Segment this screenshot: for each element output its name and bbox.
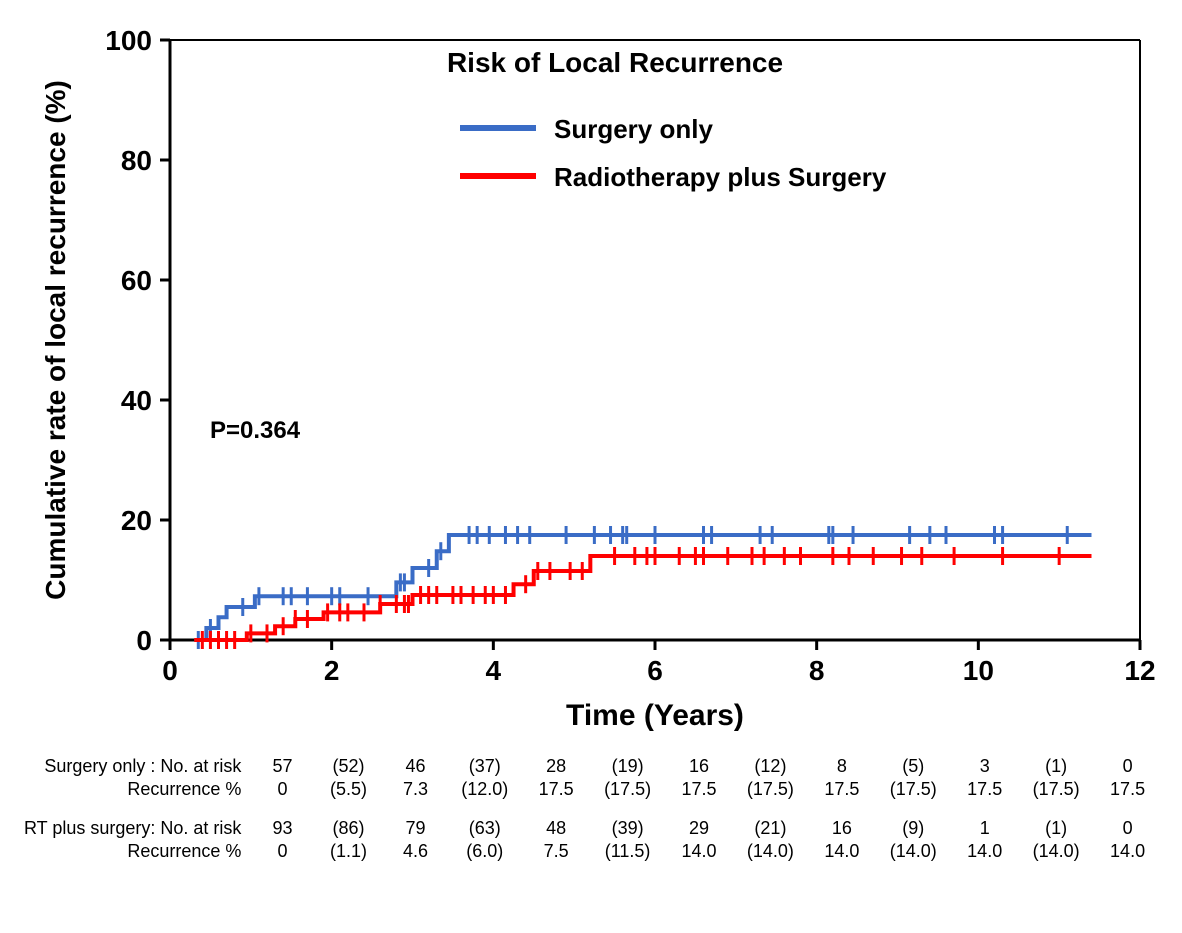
chart-title: Risk of Local Recurrence	[447, 47, 783, 78]
svg-text:6: 6	[647, 655, 663, 686]
risk-cell: (17.5)	[591, 778, 665, 801]
risk-cell: (14.0)	[876, 840, 950, 863]
risk-cell: (39)	[591, 817, 665, 840]
risk-table: Surgery only : No. at risk57(52)46(37)28…	[20, 755, 1162, 863]
legend-label: Surgery only	[554, 114, 713, 144]
risk-cell: (14.0)	[1019, 840, 1093, 863]
risk-cell: 7.3	[383, 778, 447, 801]
risk-cell: 4.6	[383, 840, 447, 863]
km-chart-svg: 0 2 4 6 8 10 12 Time (Years) 0 20 40 60 80 100 Cumulat…	[20, 20, 1162, 740]
risk-cell: 8	[807, 755, 876, 778]
risk-cell: 57	[251, 755, 313, 778]
risk-cell: (12)	[733, 755, 807, 778]
svg-text:8: 8	[809, 655, 825, 686]
risk-cell: (21)	[733, 817, 807, 840]
risk-cell: 46	[383, 755, 447, 778]
svg-text:20: 20	[121, 505, 152, 536]
svg-text:100: 100	[105, 25, 152, 56]
risk-row-label: Surgery only : No. at risk	[20, 755, 251, 778]
risk-cell: (12.0)	[448, 778, 522, 801]
svg-text:80: 80	[121, 145, 152, 176]
svg-text:0: 0	[162, 655, 178, 686]
risk-cell: 17.5	[665, 778, 734, 801]
risk-cell: 0	[251, 840, 313, 863]
risk-cell: 14.0	[1093, 840, 1162, 863]
risk-cell: (1)	[1019, 817, 1093, 840]
risk-cell: (1.1)	[314, 840, 384, 863]
svg-text:4: 4	[486, 655, 502, 686]
risk-cell: 0	[1093, 755, 1162, 778]
risk-cell: 17.5	[950, 778, 1019, 801]
risk-cell: (17.5)	[1019, 778, 1093, 801]
x-axis-label: Time (Years)	[566, 699, 744, 732]
risk-cell: 17.5	[807, 778, 876, 801]
risk-cell: 79	[383, 817, 447, 840]
risk-cell: 14.0	[807, 840, 876, 863]
risk-row-label: RT plus surgery: No. at risk	[20, 817, 251, 840]
risk-cell: 0	[1093, 817, 1162, 840]
risk-cell: (6.0)	[448, 840, 522, 863]
km-chart-wrapper: 024681012Time (Years)020406080100Cumulat…	[20, 20, 1162, 863]
risk-cell: 7.5	[522, 840, 591, 863]
risk-cell: (86)	[314, 817, 384, 840]
risk-cell: 93	[251, 817, 313, 840]
risk-row-label: Recurrence %	[20, 840, 251, 863]
risk-cell: 17.5	[522, 778, 591, 801]
svg-text:2: 2	[324, 655, 340, 686]
risk-cell: (37)	[448, 755, 522, 778]
p-value-label: P=0.364	[210, 417, 301, 444]
risk-cell: 1	[950, 817, 1019, 840]
km-curve	[194, 535, 1091, 640]
risk-cell: (11.5)	[591, 840, 665, 863]
risk-cell: 17.5	[1093, 778, 1162, 801]
risk-cell: 3	[950, 755, 1019, 778]
risk-cell: 48	[522, 817, 591, 840]
risk-cell: (63)	[448, 817, 522, 840]
risk-cell: 16	[665, 755, 734, 778]
svg-text:10: 10	[963, 655, 994, 686]
risk-cell: 14.0	[950, 840, 1019, 863]
risk-cell: (5.5)	[314, 778, 384, 801]
risk-row-label: Recurrence %	[20, 778, 251, 801]
risk-cell: 14.0	[665, 840, 734, 863]
y-axis-label: Cumulative rate of local recurrence (%)	[40, 80, 71, 600]
svg-text:60: 60	[121, 265, 152, 296]
risk-cell: (52)	[314, 755, 384, 778]
legend-swatch	[460, 173, 536, 179]
risk-cell: (17.5)	[876, 778, 950, 801]
risk-cell: 28	[522, 755, 591, 778]
risk-cell: (5)	[876, 755, 950, 778]
svg-text:12: 12	[1124, 655, 1155, 686]
risk-cell: 0	[251, 778, 313, 801]
risk-cell: (9)	[876, 817, 950, 840]
risk-cell: (19)	[591, 755, 665, 778]
svg-text:0: 0	[136, 625, 152, 656]
svg-text:40: 40	[121, 385, 152, 416]
legend-label: Radiotherapy plus Surgery	[554, 162, 887, 192]
risk-cell: 16	[807, 817, 876, 840]
risk-cell: (17.5)	[733, 778, 807, 801]
legend-swatch	[460, 125, 536, 131]
risk-cell: 29	[665, 817, 734, 840]
risk-cell: (14.0)	[733, 840, 807, 863]
risk-cell: (1)	[1019, 755, 1093, 778]
